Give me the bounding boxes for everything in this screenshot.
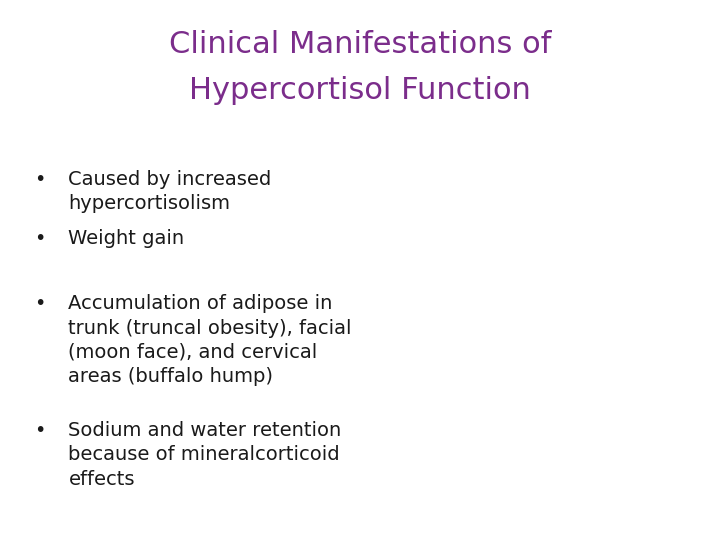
Text: Accumulation of adipose in
trunk (truncal obesity), facial
(moon face), and cerv: Accumulation of adipose in trunk (trunca… [68, 294, 352, 386]
Text: Weight gain: Weight gain [68, 230, 184, 248]
Text: •: • [34, 421, 45, 440]
Text: Sodium and water retention
because of mineralcorticoid
effects: Sodium and water retention because of mi… [68, 421, 342, 489]
Text: •: • [34, 170, 45, 189]
Text: •: • [34, 294, 45, 313]
Text: Caused by increased
hypercortisolism: Caused by increased hypercortisolism [68, 170, 271, 213]
Text: •: • [34, 230, 45, 248]
Text: Hypercortisol Function: Hypercortisol Function [189, 76, 531, 105]
Text: Clinical Manifestations of: Clinical Manifestations of [168, 30, 552, 59]
